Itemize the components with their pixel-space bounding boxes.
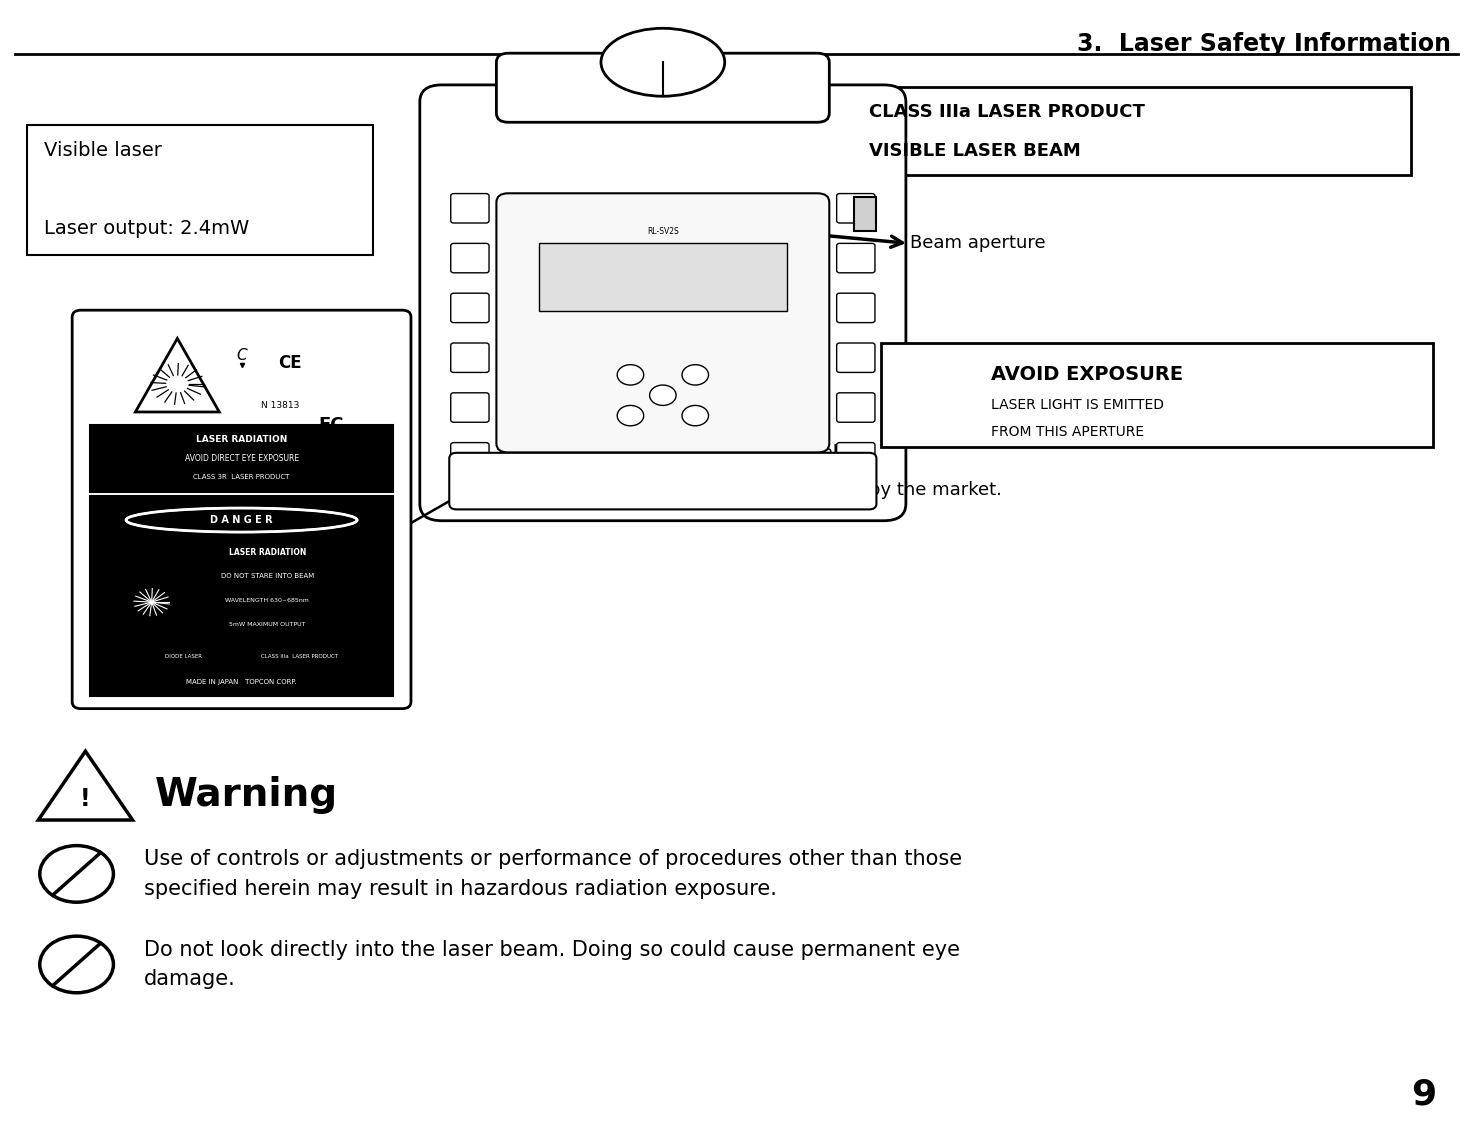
Text: 3.  Laser Safety Information: 3. Laser Safety Information bbox=[1077, 32, 1451, 55]
Text: CLASS 3R  LASER PRODUCT: CLASS 3R LASER PRODUCT bbox=[193, 474, 290, 480]
Circle shape bbox=[682, 365, 709, 385]
FancyBboxPatch shape bbox=[72, 310, 411, 709]
Text: CE: CE bbox=[278, 354, 302, 372]
Bar bbox=[854, 197, 876, 231]
Text: Visible laser: Visible laser bbox=[44, 142, 162, 161]
Bar bbox=[27, 125, 373, 255]
Circle shape bbox=[40, 936, 113, 993]
Text: DO NOT STARE INTO BEAM: DO NOT STARE INTO BEAM bbox=[221, 573, 314, 580]
Bar bbox=[881, 343, 1433, 447]
Text: C: C bbox=[236, 348, 247, 363]
FancyBboxPatch shape bbox=[451, 194, 489, 223]
Circle shape bbox=[617, 405, 644, 426]
Text: AVOID EXPOSURE: AVOID EXPOSURE bbox=[991, 365, 1183, 384]
Text: 9: 9 bbox=[1411, 1078, 1436, 1112]
Bar bbox=[539, 243, 787, 311]
FancyBboxPatch shape bbox=[451, 443, 489, 472]
Bar bbox=[90, 496, 393, 696]
FancyBboxPatch shape bbox=[837, 393, 875, 422]
Text: 5mW MAXIMUM OUTPUT: 5mW MAXIMUM OUTPUT bbox=[228, 621, 305, 627]
FancyBboxPatch shape bbox=[837, 343, 875, 372]
Text: MADE IN JAPAN   TOPCON CORP.: MADE IN JAPAN TOPCON CORP. bbox=[186, 679, 298, 685]
FancyBboxPatch shape bbox=[837, 243, 875, 273]
FancyBboxPatch shape bbox=[837, 293, 875, 323]
Text: D A N G E R: D A N G E R bbox=[211, 515, 273, 525]
FancyBboxPatch shape bbox=[837, 194, 875, 223]
Text: Do not look directly into the laser beam. Doing so could cause permanent eye
dam: Do not look directly into the laser beam… bbox=[144, 940, 960, 989]
Text: Use of controls or adjustments or performance of procedures other than those
spe: Use of controls or adjustments or perfor… bbox=[144, 849, 962, 899]
Text: Laser output: 2.4mW: Laser output: 2.4mW bbox=[44, 218, 249, 238]
Text: WAVELENGTH 630~685nm: WAVELENGTH 630~685nm bbox=[225, 598, 309, 602]
Circle shape bbox=[682, 405, 709, 426]
Text: Each lavel is differed by the market.: Each lavel is differed by the market. bbox=[675, 481, 1002, 499]
Text: !: ! bbox=[80, 787, 91, 812]
FancyBboxPatch shape bbox=[420, 85, 906, 521]
Text: FC: FC bbox=[318, 415, 345, 434]
Text: Beam aperture: Beam aperture bbox=[910, 234, 1046, 252]
FancyBboxPatch shape bbox=[451, 243, 489, 273]
Text: Explanatory Label: Explanatory Label bbox=[675, 444, 838, 462]
Ellipse shape bbox=[127, 508, 356, 532]
Text: N 13813: N 13813 bbox=[261, 401, 299, 410]
FancyBboxPatch shape bbox=[837, 443, 875, 472]
Ellipse shape bbox=[601, 28, 725, 96]
Circle shape bbox=[617, 365, 644, 385]
FancyBboxPatch shape bbox=[451, 293, 489, 323]
Text: CLASS IIIa LASER PRODUCT: CLASS IIIa LASER PRODUCT bbox=[869, 103, 1145, 121]
FancyBboxPatch shape bbox=[496, 194, 829, 453]
Text: LASER LIGHT IS EMITTED: LASER LIGHT IS EMITTED bbox=[991, 398, 1164, 412]
Text: AVOID DIRECT EYE EXPOSURE: AVOID DIRECT EYE EXPOSURE bbox=[184, 454, 299, 463]
Bar bbox=[851, 87, 1411, 175]
Circle shape bbox=[650, 385, 676, 405]
FancyBboxPatch shape bbox=[451, 343, 489, 372]
Text: DIODE LASER: DIODE LASER bbox=[165, 653, 202, 659]
Bar bbox=[90, 424, 393, 492]
Text: RL-SV2S: RL-SV2S bbox=[647, 226, 679, 235]
Text: VISIBLE LASER BEAM: VISIBLE LASER BEAM bbox=[869, 142, 1081, 160]
Text: LASER RADIATION: LASER RADIATION bbox=[196, 435, 287, 444]
Circle shape bbox=[40, 846, 113, 902]
Text: FROM THIS APERTURE: FROM THIS APERTURE bbox=[991, 424, 1145, 438]
FancyBboxPatch shape bbox=[451, 393, 489, 422]
Text: Warning: Warning bbox=[155, 775, 337, 814]
Text: LASER RADIATION: LASER RADIATION bbox=[228, 548, 306, 557]
Text: CLASS IIIa  LASER PRODUCT: CLASS IIIa LASER PRODUCT bbox=[261, 653, 337, 659]
FancyBboxPatch shape bbox=[449, 453, 876, 509]
FancyBboxPatch shape bbox=[496, 53, 829, 122]
